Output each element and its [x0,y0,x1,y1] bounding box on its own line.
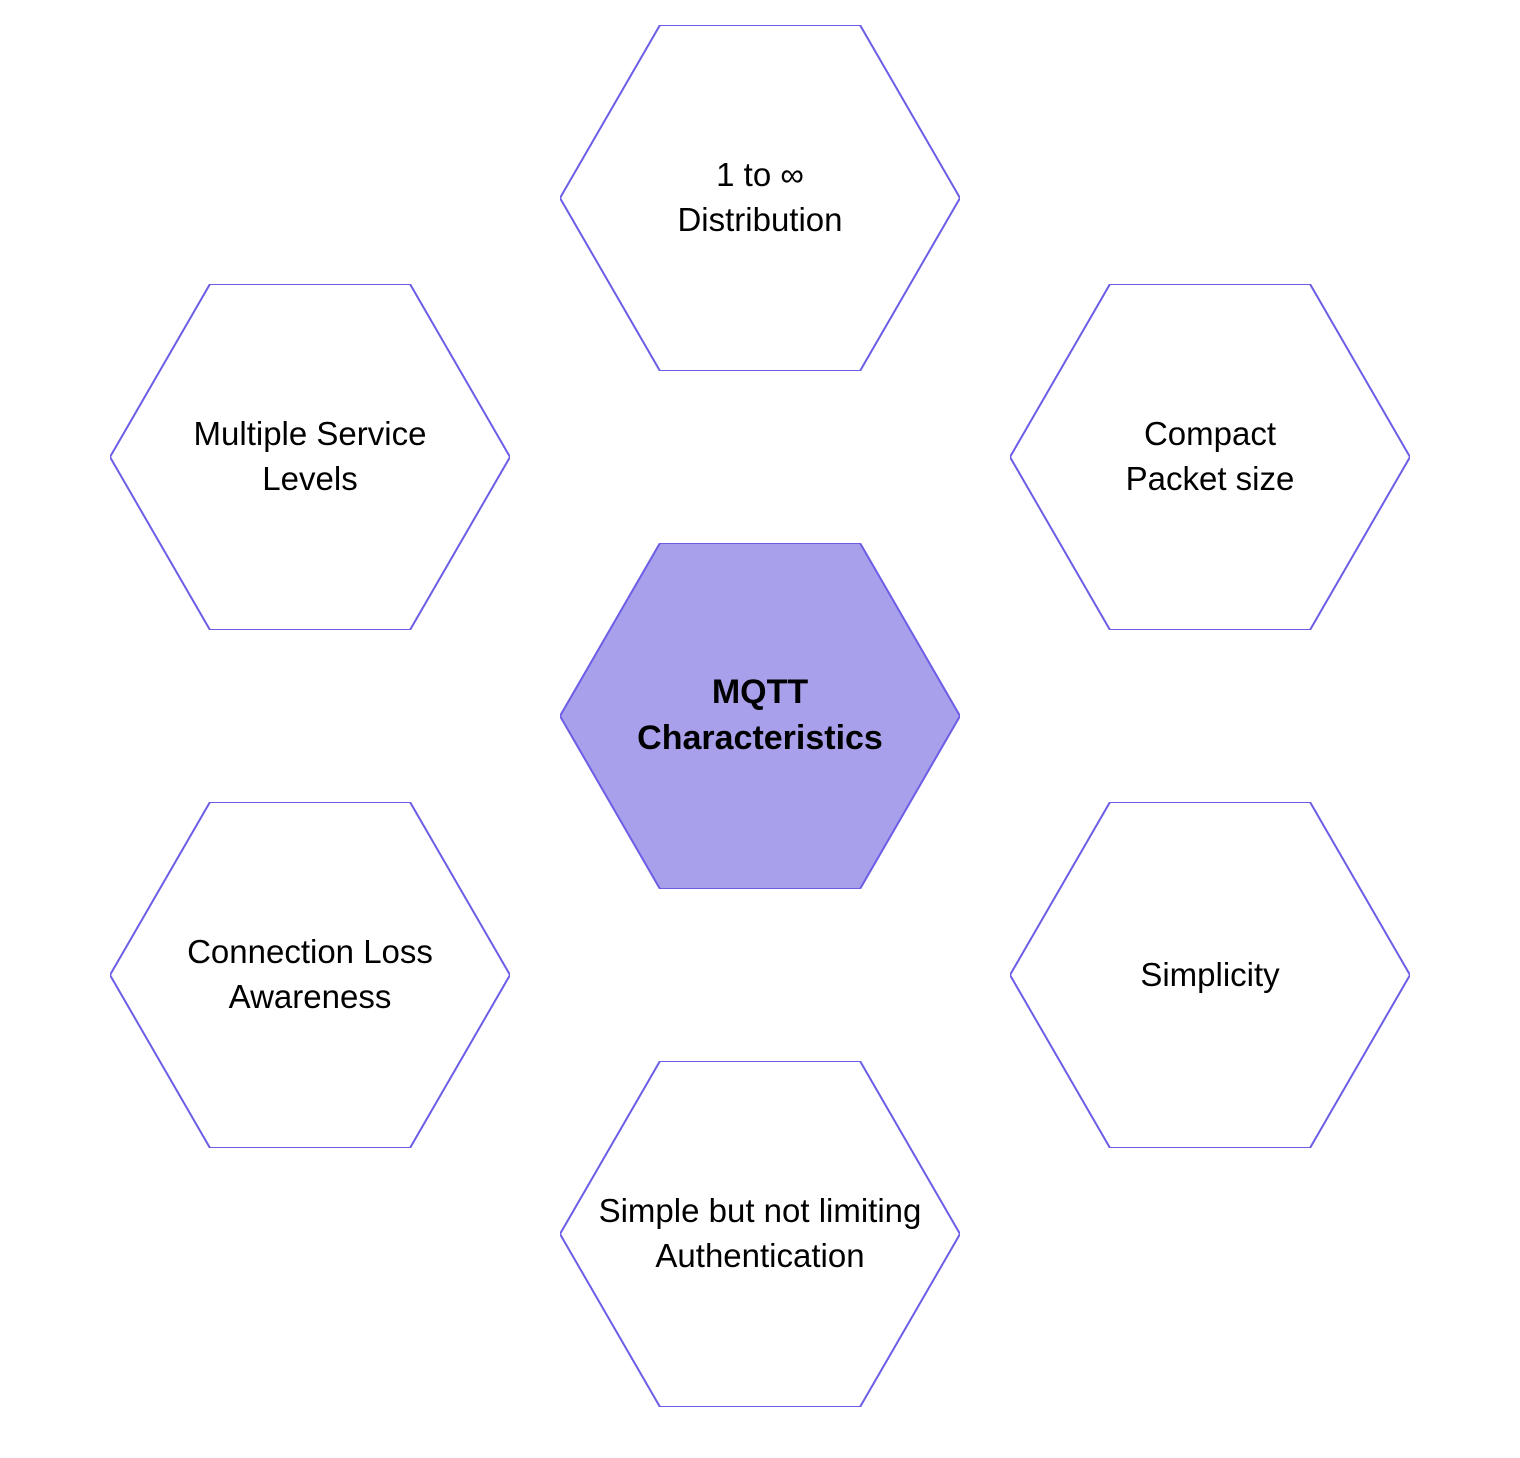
hex-text-line2: Levels [262,457,357,502]
hex-text-line1: Multiple Service [194,412,427,457]
hex-top-right: Compact Packet size [1010,284,1410,630]
hex-text-line2: Authentication [655,1234,864,1279]
hex-top-left: Multiple Service Levels [110,284,510,630]
hex-label: 1 to ∞ Distribution [560,25,960,371]
hex-bottom: Simple but not limiting Authentication [560,1061,960,1407]
hex-text-line1: Compact [1144,412,1276,457]
hex-label: Connection Loss Awareness [110,802,510,1148]
hex-text-line1: 1 to ∞ [716,153,804,198]
hex-label: Compact Packet size [1010,284,1410,630]
hex-text-line2: Awareness [229,975,392,1020]
hex-top: 1 to ∞ Distribution [560,25,960,371]
hex-label: Simplicity [1010,802,1410,1148]
hex-text-line2: Distribution [677,198,842,243]
hex-text-line1: MQTT [712,670,808,716]
hexagon-diagram: 1 to ∞ Distribution Compact Packet size … [0,0,1520,1458]
hex-text-line1: Simple but not limiting [599,1189,922,1234]
hex-bottom-left: Connection Loss Awareness [110,802,510,1148]
hex-text-line2: Packet size [1126,457,1295,502]
hex-center: MQTT Characteristics [560,543,960,889]
hex-text-line1: Simplicity [1140,953,1279,998]
hex-bottom-right: Simplicity [1010,802,1410,1148]
hex-label-center: MQTT Characteristics [560,543,960,889]
hex-label: Multiple Service Levels [110,284,510,630]
hex-label: Simple but not limiting Authentication [560,1061,960,1407]
hex-text-line2: Characteristics [637,716,883,762]
hex-text-line1: Connection Loss [187,930,433,975]
